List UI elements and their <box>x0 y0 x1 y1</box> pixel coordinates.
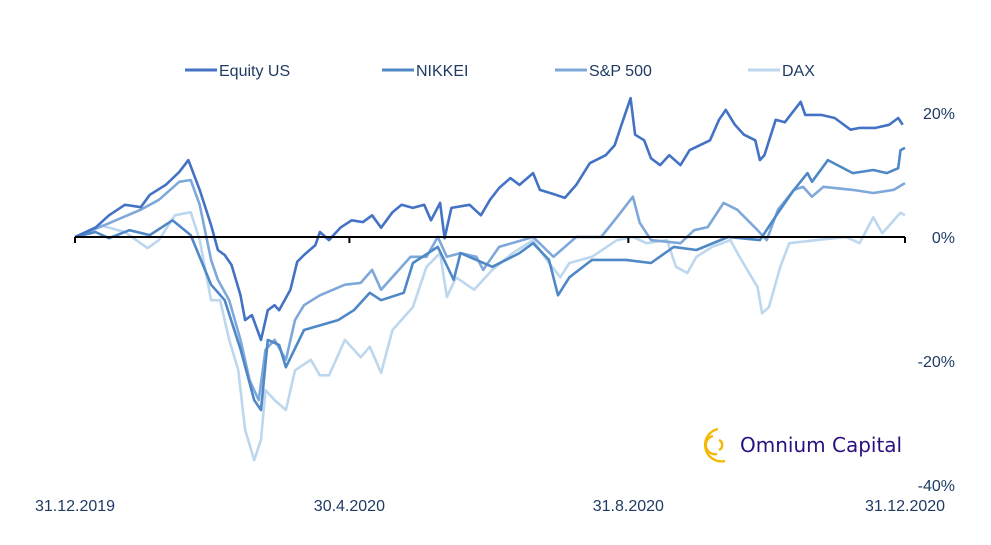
legend-label: S&P 500 <box>589 63 652 80</box>
series-line-equity-us <box>74 96 904 342</box>
x-tick-label: 31.8.2020 <box>593 498 664 515</box>
legend-item-equity-us: Equity US <box>185 63 290 80</box>
legend-label: DAX <box>782 63 815 80</box>
legend: Equity US NIKKEI S&P 500 DAX <box>185 63 815 80</box>
y-axis: 20% 0% -20% -40% <box>918 106 955 495</box>
legend-item-dax: DAX <box>748 63 815 80</box>
logo-ring-icon <box>703 427 726 463</box>
x-axis: 31.12.2019 30.4.2020 31.8.2020 31.12.2020 <box>35 237 945 515</box>
series-line-s-p-500 <box>74 178 906 402</box>
y-tick-label: -40% <box>918 478 955 495</box>
logo-text: Omnium Capital <box>740 433 902 457</box>
omnium-capital-logo: Omnium Capital <box>703 427 902 463</box>
series-line-dax <box>74 210 906 462</box>
y-tick-label: -20% <box>918 354 955 371</box>
series-lines <box>74 96 906 462</box>
x-tick-label: 31.12.2019 <box>35 498 115 515</box>
series-line-nikkei <box>74 146 906 412</box>
x-tick-label: 31.12.2020 <box>865 498 945 515</box>
legend-label: Equity US <box>219 63 290 80</box>
legend-item-nikkei: NIKKEI <box>382 63 468 80</box>
legend-item-s-p-500: S&P 500 <box>555 63 652 80</box>
x-tick-label: 30.4.2020 <box>314 498 385 515</box>
y-tick-label: 0% <box>932 230 955 247</box>
y-tick-label: 20% <box>923 106 955 123</box>
legend-label: NIKKEI <box>416 63 468 80</box>
